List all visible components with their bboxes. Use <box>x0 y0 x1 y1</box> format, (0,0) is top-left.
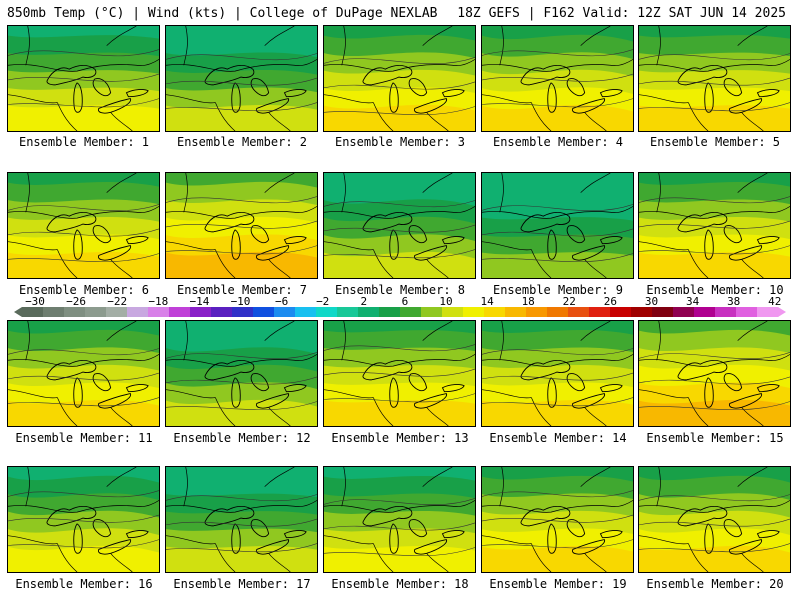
ensemble-member-map <box>638 466 791 573</box>
ensemble-member-map <box>165 172 318 279</box>
colorbar-tick: 26 <box>603 295 618 308</box>
ensemble-member-label: Ensemble Member: 13 <box>331 431 469 445</box>
colorbar-segment <box>526 307 548 317</box>
colorbar-tick-labels: −30 −26 −22 −18 −14 −10 −6 −2 2 6 10 14 18 22 26 30 34 38… <box>0 295 800 308</box>
colorbar-segment <box>85 307 107 317</box>
ensemble-member-map <box>638 320 791 427</box>
colorbar-tick: −14 <box>189 295 210 308</box>
colorbar-tick: 30 <box>644 295 659 308</box>
model-valid-time: 18Z GEFS | F162 Valid: 12Z SAT JUN 14 20… <box>457 6 786 21</box>
colorbar-segment <box>211 307 233 317</box>
ensemble-member-label: Ensemble Member: 11 <box>15 431 153 445</box>
ensemble-member-label: Ensemble Member: 9 <box>492 283 624 297</box>
colorbar-segment <box>127 307 149 317</box>
ensemble-member-label: Ensemble Member: 16 <box>15 577 153 591</box>
colorbar-segment <box>169 307 191 317</box>
ensemble-member-label: Ensemble Member: 10 <box>646 283 784 297</box>
map-title: 850mb Temp (°C) | Wind (kts) | College o… <box>7 6 438 21</box>
colorbar-segment <box>715 307 737 317</box>
colorbar-segment <box>442 307 464 317</box>
colorbar-segment <box>43 307 65 317</box>
colorbar-tick: 2 <box>360 295 368 308</box>
ensemble-member-map <box>481 25 634 132</box>
colorbar-segment <box>64 307 86 317</box>
colorbar-segment <box>295 307 317 317</box>
colorbar-tick: −30 <box>25 295 45 308</box>
colorbar-segment <box>631 307 653 317</box>
ensemble-member-map <box>165 320 318 427</box>
colorbar-segment <box>736 307 758 317</box>
ensemble-member-label: Ensemble Member: 1 <box>18 135 150 149</box>
ensemble-member-map <box>323 466 476 573</box>
ensemble-member-label: Ensemble Member: 8 <box>334 283 466 297</box>
colorbar-segment <box>379 307 401 317</box>
colorbar-segment <box>610 307 632 317</box>
ensemble-member-map <box>481 320 634 427</box>
colorbar-tick: −6 <box>274 295 289 308</box>
colorbar-tick: −10 <box>230 295 251 308</box>
ensemble-member-map <box>7 172 160 279</box>
ensemble-member-label: Ensemble Member: 7 <box>176 283 308 297</box>
colorbar-segment <box>589 307 611 317</box>
colorbar-tick: 22 <box>562 295 576 308</box>
ensemble-member-label: Ensemble Member: 12 <box>173 431 311 445</box>
colorbar-segment <box>22 307 44 317</box>
colorbar-segment <box>232 307 254 317</box>
ensemble-member-map <box>323 172 476 279</box>
colorbar-tick: 38 <box>727 295 741 308</box>
ensemble-member-map <box>481 172 634 279</box>
colorbar-segment <box>337 307 359 317</box>
ensemble-member-label: Ensemble Member: 19 <box>489 577 627 591</box>
ensemble-member-map <box>7 25 160 132</box>
colorbar-tick: 42 <box>768 295 782 308</box>
ensemble-member-label: Ensemble Member: 14 <box>489 431 627 445</box>
colorbar-segment <box>694 307 716 317</box>
ensemble-member-map <box>481 466 634 573</box>
colorbar-segment <box>757 307 779 317</box>
ensemble-member-map <box>165 466 318 573</box>
ensemble-member-label: Ensemble Member: 15 <box>646 431 784 445</box>
ensemble-member-label: Ensemble Member: 5 <box>649 135 781 149</box>
colorbar-segment <box>421 307 443 317</box>
ensemble-member-label: Ensemble Member: 4 <box>492 135 624 149</box>
colorbar-tick: −26 <box>66 295 87 308</box>
colorbar-segment <box>547 307 569 317</box>
ensemble-member-map <box>165 25 318 132</box>
colorbar-tick: 10 <box>439 295 453 308</box>
colorbar-segment <box>253 307 275 317</box>
colorbar-segment <box>652 307 674 317</box>
colorbar-segment <box>463 307 485 317</box>
temperature-colorbar <box>14 307 786 317</box>
colorbar-segment <box>568 307 590 317</box>
colorbar-segment <box>190 307 212 317</box>
ensemble-member-label: Ensemble Member: 3 <box>334 135 466 149</box>
colorbar-segment <box>400 307 422 317</box>
ensemble-member-map <box>323 25 476 132</box>
ensemble-member-map <box>638 25 791 132</box>
colorbar-tick: −2 <box>316 295 330 308</box>
colorbar-tick: 14 <box>480 295 494 308</box>
ensemble-member-label: Ensemble Member: 6 <box>18 283 150 297</box>
ensemble-member-label: Ensemble Member: 17 <box>173 577 311 591</box>
ensemble-member-label: Ensemble Member: 20 <box>646 577 784 591</box>
colorbar-segment <box>274 307 296 317</box>
ensemble-member-map <box>7 466 160 573</box>
ensemble-member-label: Ensemble Member: 18 <box>331 577 469 591</box>
colorbar-segment <box>505 307 527 317</box>
colorbar-tick: 18 <box>521 295 535 308</box>
ensemble-member-map <box>7 320 160 427</box>
colorbar-tick: −22 <box>107 295 128 308</box>
ensemble-member-label: Ensemble Member: 2 <box>176 135 308 149</box>
colorbar-segment <box>358 307 380 317</box>
ensemble-member-map <box>323 320 476 427</box>
colorbar-segment <box>484 307 506 317</box>
colorbar-segment <box>673 307 695 317</box>
colorbar-tick: −18 <box>148 295 169 308</box>
ensemble-member-map <box>638 172 791 279</box>
colorbar-segment <box>316 307 338 317</box>
colorbar-segment <box>106 307 128 317</box>
colorbar-tick: 6 <box>401 295 409 308</box>
colorbar-segment <box>148 307 170 317</box>
colorbar-tick: 34 <box>685 295 700 308</box>
